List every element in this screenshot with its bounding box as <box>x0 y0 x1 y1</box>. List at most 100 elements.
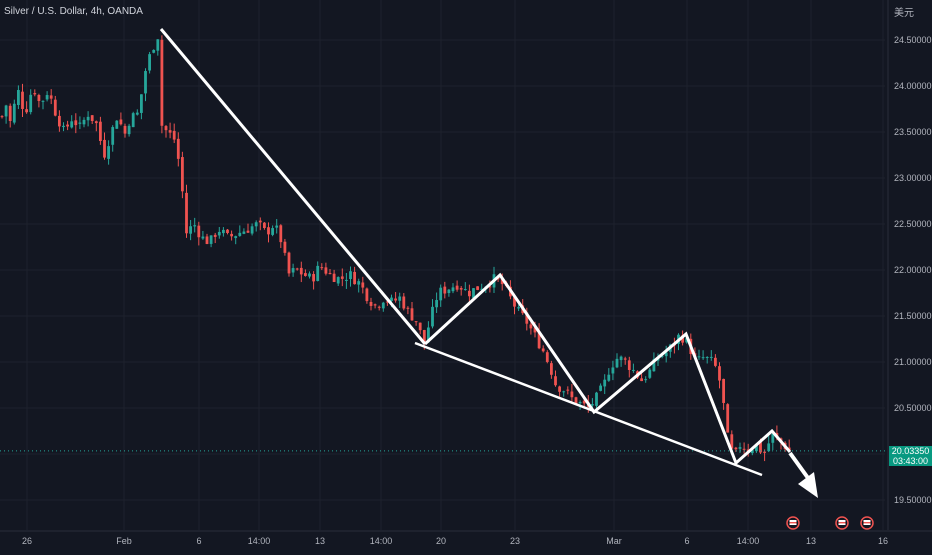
candle-body <box>140 94 143 113</box>
candle-body <box>181 157 184 192</box>
candle-body <box>685 338 689 343</box>
candle-body <box>168 130 172 133</box>
candle-body <box>332 273 336 283</box>
candle-body <box>603 379 607 387</box>
candle-body <box>595 392 598 406</box>
x-tick-label: 6 <box>684 536 689 546</box>
candle-body <box>267 227 270 235</box>
x-tick-label: 14:00 <box>737 536 760 546</box>
y-tick-label: 24.50000 <box>894 35 932 45</box>
candle-body <box>390 297 393 301</box>
candle-body <box>414 321 418 323</box>
candle-body <box>8 105 12 122</box>
candle-body <box>714 357 717 366</box>
candle-body <box>357 281 361 285</box>
candle-body <box>353 271 356 285</box>
lower-support-trendline[interactable] <box>414 341 763 477</box>
candle-body <box>537 331 541 349</box>
candle-body <box>574 397 578 404</box>
candle-body <box>738 447 742 449</box>
candle-body <box>660 355 664 357</box>
candle-body <box>189 226 192 234</box>
candle-body <box>476 286 479 290</box>
candle-body <box>275 225 279 228</box>
candle-body <box>115 120 119 129</box>
candle-body <box>439 287 443 301</box>
candle-body <box>632 369 635 371</box>
candle-body <box>193 225 197 227</box>
candle-body <box>29 94 33 113</box>
candle-body <box>152 49 156 53</box>
last-price-badge: 20.03350 03:43:00 <box>889 446 932 466</box>
candle-body <box>201 236 205 239</box>
candle-body <box>160 39 164 126</box>
projection-arrow-shaft[interactable] <box>788 451 810 480</box>
candle-body <box>172 130 176 140</box>
candle-body <box>361 282 365 288</box>
candle-body <box>734 447 738 450</box>
candle-body <box>107 146 110 159</box>
candle-body <box>271 228 274 235</box>
candle-body <box>131 113 135 128</box>
candle-body <box>550 363 553 375</box>
candle-body <box>607 374 611 381</box>
candle-body <box>422 330 426 344</box>
x-tick-label: 20 <box>436 536 446 546</box>
descending-trendline[interactable] <box>159 28 427 345</box>
candle-body <box>45 95 49 100</box>
candle-body <box>345 279 348 281</box>
candle-body <box>119 119 123 125</box>
symbol-title[interactable]: Silver / U.S. Dollar, 4h, OANDA <box>4 6 143 17</box>
candle-body <box>4 105 8 117</box>
candle-body <box>148 54 151 71</box>
candle-body <box>697 356 701 358</box>
candle-body <box>312 274 315 282</box>
candle-body <box>742 448 746 450</box>
candle-body <box>336 277 340 284</box>
candle-body <box>410 308 414 321</box>
candle-body <box>103 139 106 158</box>
y-tick-label: 21.50000 <box>894 311 932 321</box>
x-tick-label: 23 <box>510 536 520 546</box>
candle-body <box>82 119 86 125</box>
candle-body <box>37 94 41 101</box>
x-tick-label: 13 <box>806 536 816 546</box>
candle-body <box>472 288 475 299</box>
candle-body <box>701 357 705 359</box>
candle-body <box>226 229 229 233</box>
candle-body <box>554 376 557 386</box>
candle-body <box>599 385 602 391</box>
candle-body <box>58 115 61 127</box>
candle-body <box>578 401 582 404</box>
candle-body <box>750 449 754 454</box>
candle-body <box>230 233 233 237</box>
candle-body <box>443 286 447 294</box>
zigzag-pattern-line[interactable] <box>423 272 792 466</box>
candle-body <box>156 39 160 51</box>
x-tick-label: 6 <box>196 536 201 546</box>
bar-countdown: 03:43:00 <box>892 456 929 466</box>
candle-body <box>62 125 65 128</box>
candle-body <box>763 451 766 453</box>
candle-body <box>25 109 28 113</box>
candle-body <box>365 288 369 302</box>
event-flag-band-icon <box>838 522 846 524</box>
candle-body <box>705 356 709 358</box>
candle-body <box>615 358 619 368</box>
projection-arrow-head[interactable] <box>798 472 818 498</box>
candle-body <box>299 267 303 275</box>
candle-body <box>451 287 455 292</box>
candle-body <box>541 348 545 352</box>
candle-body <box>287 252 291 274</box>
x-tick-label: Feb <box>116 536 132 546</box>
candle-body <box>644 379 648 381</box>
candle-body <box>648 369 652 378</box>
candle-body <box>718 366 721 381</box>
candle-body <box>394 298 397 301</box>
candle-body <box>386 301 389 303</box>
currency-label: 美元 <box>894 8 914 19</box>
candle-body <box>562 391 566 393</box>
candle-body <box>435 300 438 308</box>
